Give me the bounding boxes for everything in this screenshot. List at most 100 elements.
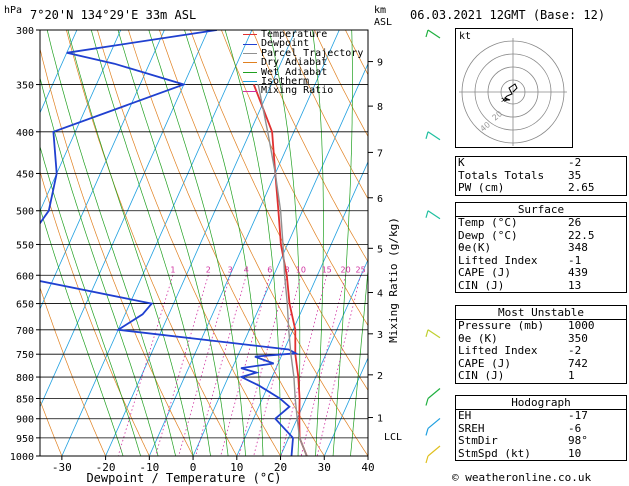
dry-adiabat-line [40, 399, 63, 456]
height-label: 5 [377, 244, 383, 255]
pressure-label: 300 [16, 26, 34, 37]
pressure-label: 700 [16, 326, 34, 337]
series-dewpoint [40, 30, 299, 456]
mixing-ratio-axis-label: Mixing Ratio (g/kg) [387, 217, 400, 343]
isotherm-line [148, 30, 340, 456]
wet-adiabat-line [67, 30, 194, 456]
surface-table: Surface Temp (°C) 26 Dewp (°C) 22.5 θe(K) 3… [455, 202, 627, 293]
legend-label: Dewpoint [261, 38, 310, 50]
dry-adiabat-line [283, 30, 368, 200]
wind-barb-staff [427, 329, 441, 339]
isotherm-line [280, 258, 368, 456]
isotherm-line [40, 30, 209, 408]
wind-barb [425, 210, 441, 220]
wind-barb-staff [427, 417, 441, 429]
most-unstable-row: CAPE (J) 742 [458, 356, 588, 370]
legend-item: Dry Adiabat [243, 57, 363, 69]
wet-adiabat-line [148, 30, 246, 456]
dry-adiabat-line [438, 30, 455, 456]
pressure-label: 450 [16, 169, 34, 180]
isotherm-line [236, 160, 368, 456]
x-tick-label: 10 [230, 461, 243, 474]
hodograph-row: SREH -6 [458, 421, 582, 435]
pressure-label: 550 [16, 240, 34, 251]
legend-swatch [243, 62, 257, 64]
wind-barb [425, 445, 441, 464]
pressure-label: 500 [16, 207, 34, 218]
hodograph-table-title: Hodograph [456, 396, 626, 410]
legend-item: Mixing Ratio [243, 85, 363, 97]
pressure-label: 350 [16, 81, 34, 92]
pressure-label: 750 [16, 350, 34, 361]
surface-row: Temp (°C) 26 [458, 216, 582, 229]
legend-item: Wet Adiabat [243, 66, 363, 78]
legend-label: Wet Adiabat [261, 66, 328, 78]
wet-adiabat-line [90, 30, 211, 456]
height-label: 6 [377, 194, 383, 205]
lcl-label: LCL [384, 432, 402, 443]
legend-item: Isotherm [243, 76, 363, 87]
most-unstable-row: Lifted Index -2 [458, 344, 582, 357]
skewt-diagram: 1 2 3 4 6 8 10 15 20 25 3003504004505005506006507… [10, 26, 455, 485]
dry-adiabat-line [40, 47, 194, 456]
wet-adiabat-line [40, 76, 159, 456]
height-label: 2 [377, 371, 383, 382]
legend-label: Mixing Ratio [261, 85, 334, 97]
x-axis-label: Dewpoint / Temperature (°C) [86, 471, 281, 485]
height-label: 3 [377, 330, 383, 341]
wind-barb-staff [427, 29, 441, 39]
wind-barb-feather [425, 131, 429, 139]
hpa-label: hPa [4, 5, 23, 16]
legend-swatch [243, 71, 257, 73]
pressure-label: 1000 [10, 452, 34, 463]
legend-swatch [243, 52, 257, 54]
legend-swatch [243, 43, 257, 45]
mixing-ratio-label: 2 [206, 265, 211, 274]
wind-barb-staff [427, 131, 441, 141]
x-tick-label: 20 [274, 461, 287, 474]
hodograph-row: EH -17 [458, 409, 588, 422]
most-unstable-table: Most Unstable Pressure (mb) 1000 θe (K) 35… [455, 305, 627, 384]
dry-adiabat-line [252, 30, 368, 263]
hodograph-row: StmSpd (kt) 10 [458, 446, 582, 460]
isotherm-line [40, 30, 122, 212]
isotherm-line [323, 357, 368, 456]
mixing-ratio-label: 3 [228, 265, 233, 274]
x-tick-label: 30 [318, 461, 331, 474]
legend-swatch [243, 34, 257, 36]
hodograph-table: Hodograph EH -17 SREH -6 StmDir 98° StmSpd … [455, 395, 627, 461]
series-parcel-trajectory [257, 84, 308, 456]
hodograph-trace [503, 83, 518, 101]
pressure-label: 400 [16, 128, 34, 139]
surface-row: Dewp (°C) 22.5 [458, 228, 595, 242]
wind-barb-staff [427, 445, 441, 457]
x-tick-label: -20 [96, 461, 116, 474]
wind-barb-staff [427, 388, 441, 399]
mixing-ratio-label: 1 [170, 265, 175, 274]
legend-item: Temperature [243, 29, 363, 40]
x-tick-label: 40 [361, 461, 374, 474]
isotherm-line [192, 62, 368, 456]
hodograph-row: StmDir 98° [458, 434, 588, 447]
isotherm-line [61, 30, 253, 456]
most-unstable-title: Most Unstable [456, 306, 626, 320]
legend-item: Parcel Trajectory [243, 48, 363, 59]
height-label: 9 [377, 58, 383, 69]
pressure-label: 900 [16, 415, 34, 426]
legend-label: Dry Adiabat [261, 57, 328, 69]
mixing-ratio-label: 10 [296, 265, 306, 274]
surface-row: CAPE (J) 439 [458, 266, 588, 279]
legend-swatch [243, 81, 257, 83]
asl-label: ASL [374, 17, 393, 28]
surface-title: Surface [456, 203, 626, 217]
index-row: PW (cm) 2.65 [458, 181, 595, 194]
copyright: © weatheronline.co.uk [452, 471, 592, 484]
x-tick-label: 0 [190, 461, 197, 474]
height-label: 1 [377, 414, 383, 425]
wind-barb [425, 417, 441, 436]
mixing-ratio-label: 25 [356, 265, 366, 274]
surface-row: Lifted Index -1 [458, 253, 582, 267]
legend-item: Dewpoint [243, 38, 363, 50]
pressure-label: 800 [16, 373, 34, 384]
height-label: 7 [377, 148, 383, 159]
